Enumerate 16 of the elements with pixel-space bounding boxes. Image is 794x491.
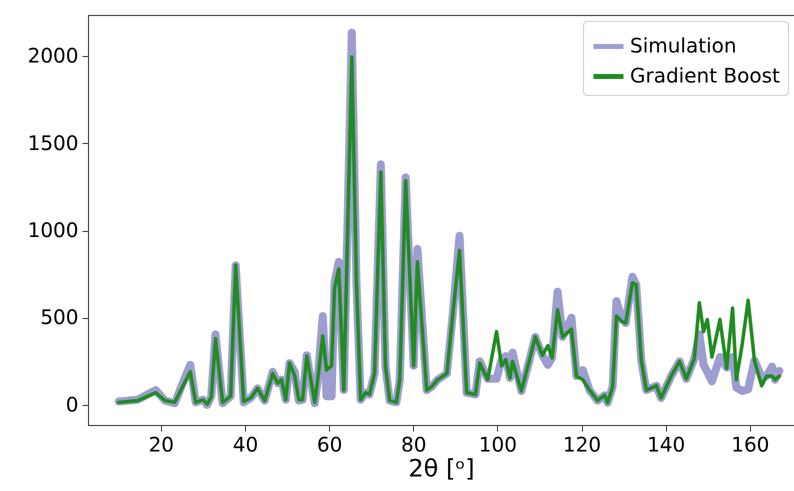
- y-tick-label: 500: [40, 305, 78, 330]
- x-tick-label: 140: [647, 432, 686, 456]
- x-tick-label: 80: [401, 432, 426, 456]
- legend-label: Gradient Boost: [630, 64, 780, 88]
- x-tick-label: 60: [316, 432, 342, 456]
- x-tick-label: 100: [478, 432, 517, 456]
- x-tick-label: 40: [232, 432, 258, 456]
- y-tick-label: 1500: [28, 130, 78, 155]
- y-tick-label: 1000: [28, 218, 78, 242]
- x-axis-title: 2θ [ᵒ]: [408, 454, 475, 482]
- x-tick-label: 120: [562, 432, 602, 456]
- legend-label: Simulation: [630, 34, 737, 58]
- x-tick-label: 160: [731, 432, 770, 456]
- x-tick-label: 20: [148, 432, 174, 456]
- y-tick-label: 2000: [28, 44, 78, 68]
- y-tick-label: 0: [66, 392, 78, 416]
